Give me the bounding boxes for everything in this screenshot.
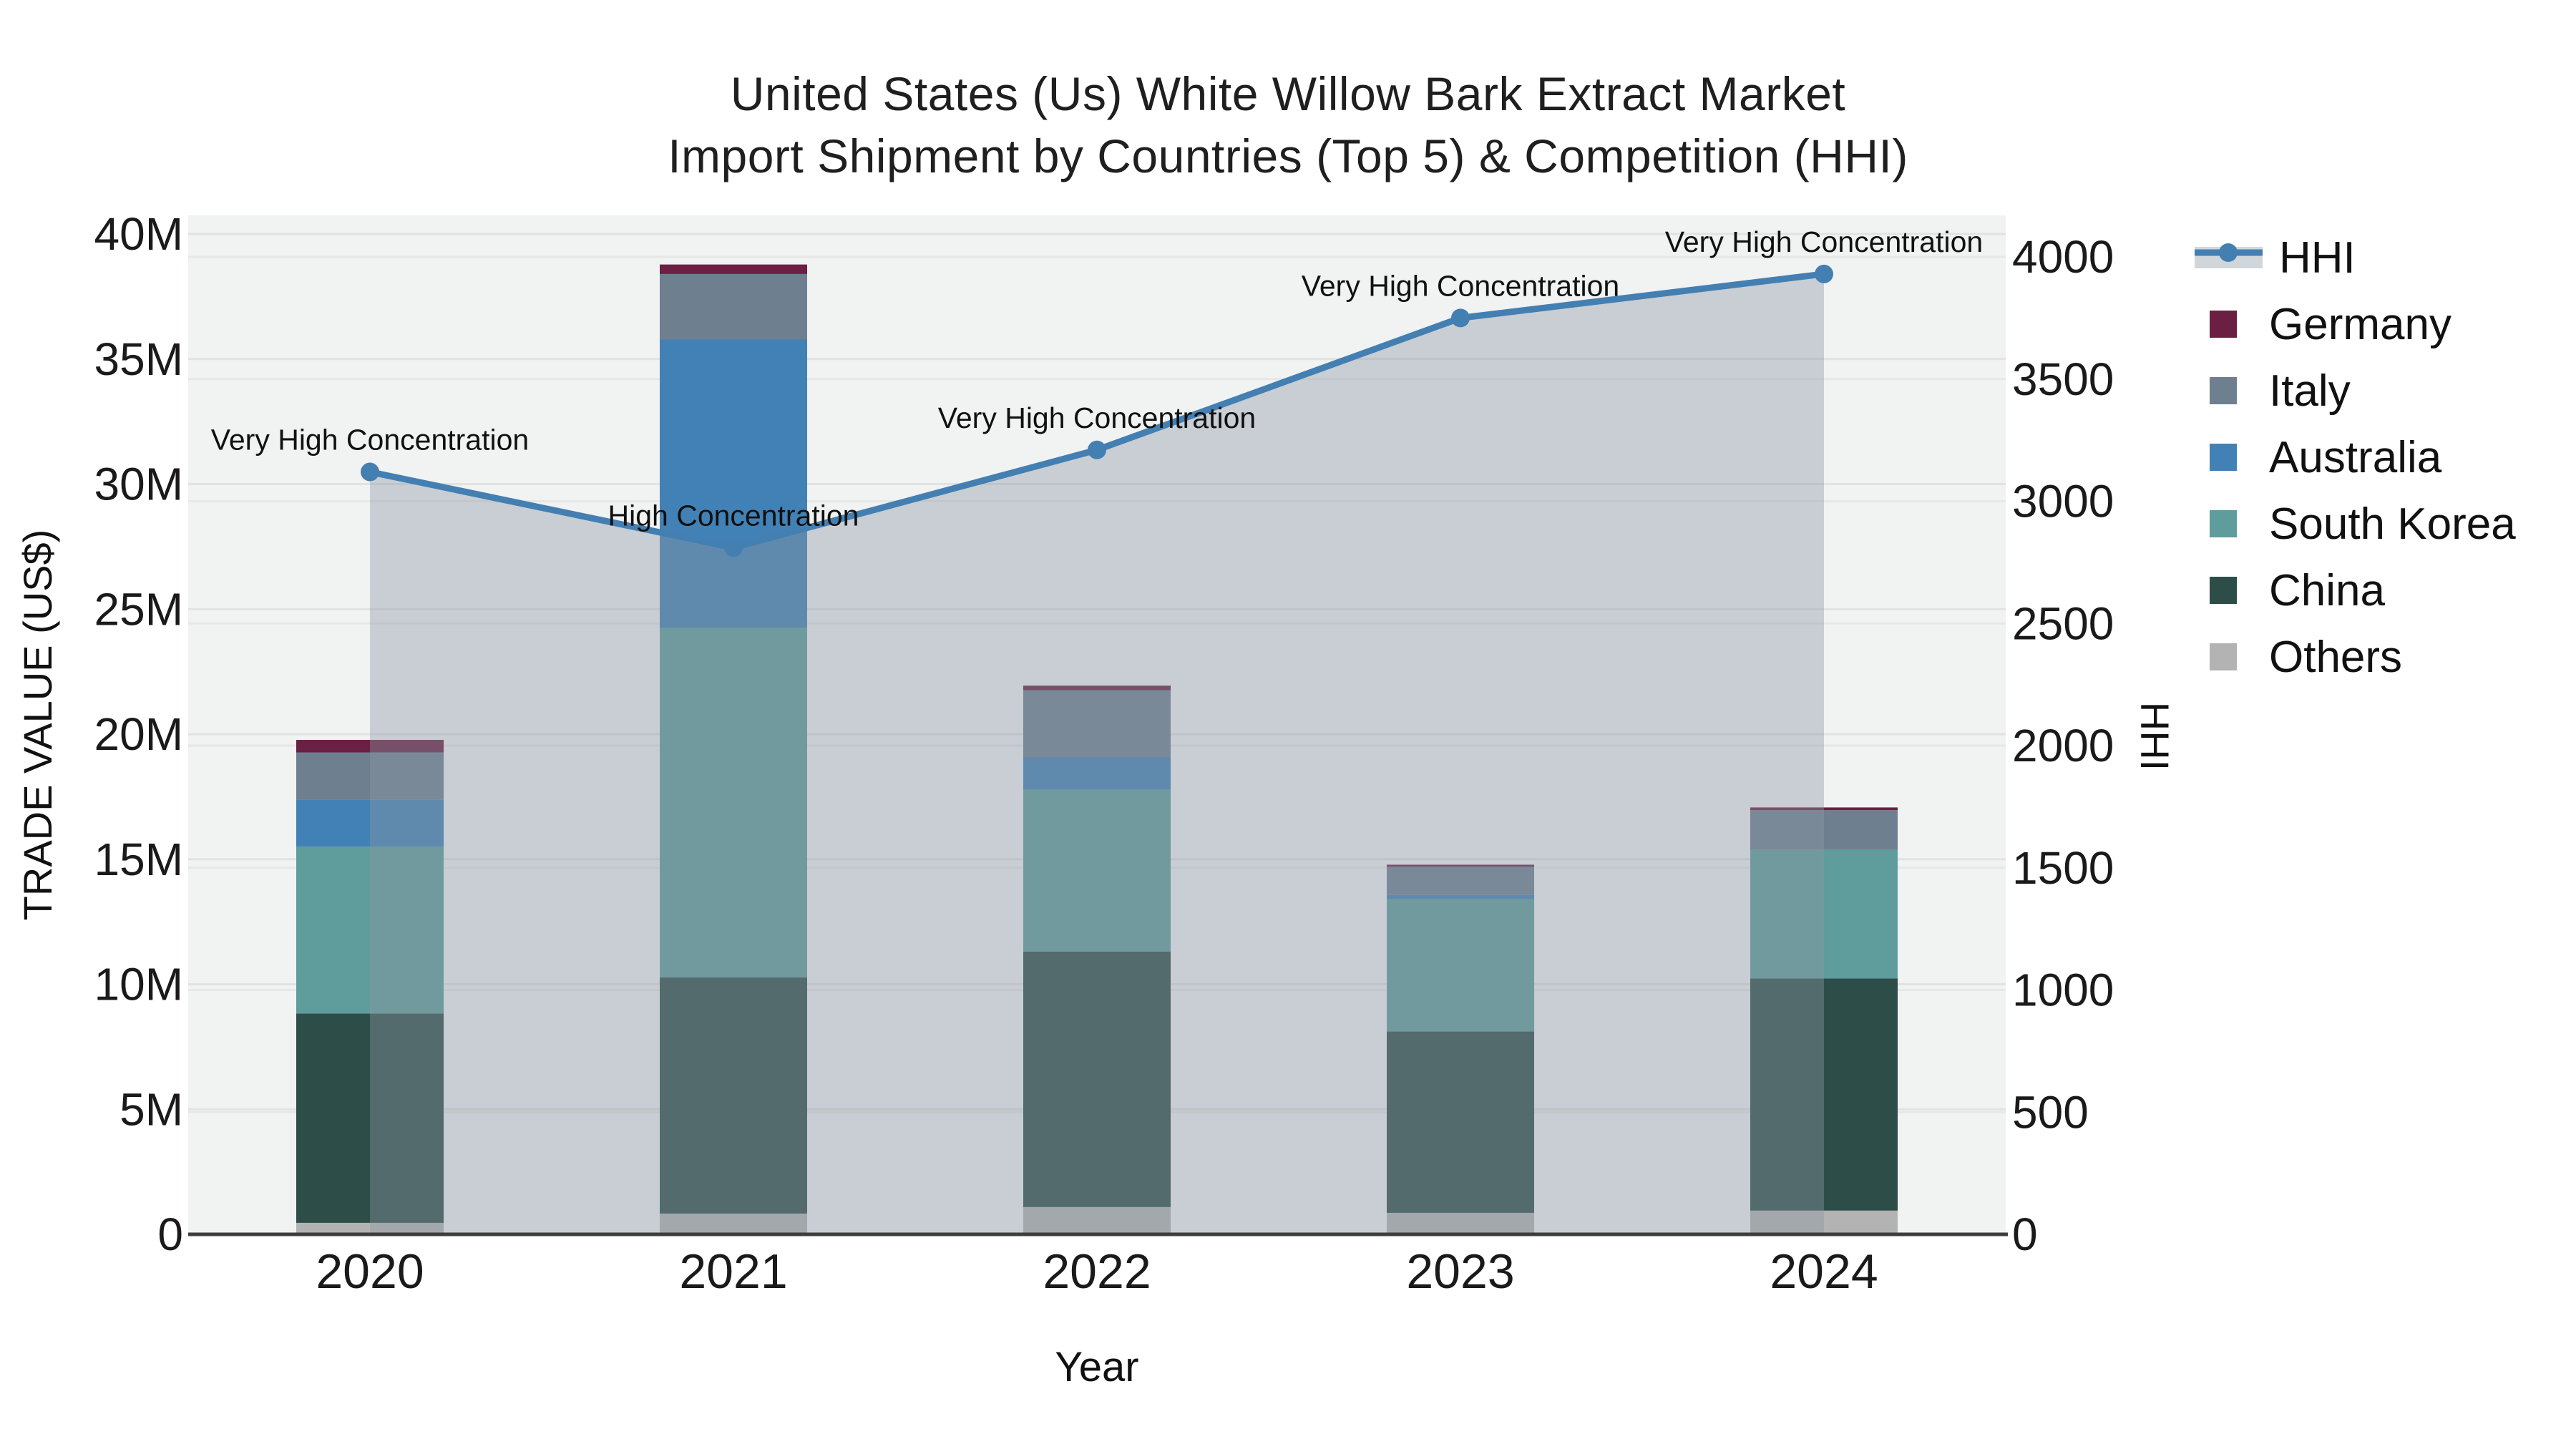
y-right-tick-label: 500 — [2012, 1086, 2089, 1138]
y-left-tick-label: 30M — [94, 459, 184, 510]
y-left-tick-label: 0 — [157, 1209, 183, 1260]
legend-label: Australia — [2269, 432, 2442, 482]
legend-label: South Korea — [2269, 499, 2516, 549]
bar-segment-south-korea-2024[interactable] — [1750, 849, 1898, 979]
legend-label: China — [2269, 565, 2385, 615]
x-axis-title: Year — [1055, 1344, 1138, 1390]
bar-segment-germany-2021[interactable] — [660, 264, 807, 274]
bar-segment-south-korea-2023[interactable] — [1387, 899, 1534, 1032]
legend-label: Others — [2269, 632, 2403, 682]
bar-segment-germany-2024[interactable] — [1750, 807, 1898, 811]
legend-label: HHI — [2279, 233, 2356, 283]
bar-segment-australia-2020[interactable] — [296, 799, 444, 847]
y-right-tick-label: 1500 — [2012, 842, 2114, 894]
x-tick-label-2024: 2024 — [1770, 1244, 1878, 1299]
hhi-marker-2022[interactable] — [1088, 440, 1106, 459]
y-left-axis-title: TRADE VALUE (US$) — [15, 530, 60, 921]
bar-segment-italy-2023[interactable] — [1387, 867, 1534, 895]
legend-item-australia[interactable]: Australia — [2191, 433, 2516, 482]
y-right-tick-label: 3500 — [2012, 353, 2114, 405]
bar-segment-others-2020[interactable] — [296, 1222, 444, 1234]
legend-swatch-germany — [2210, 311, 2237, 338]
annotation-2021: High Concentration — [608, 499, 859, 532]
y-right-tick-label: 0 — [2012, 1209, 2038, 1260]
legend: HHI Germany Italy Australia South Korea … — [2191, 233, 2516, 702]
hhi-line-icon — [2195, 243, 2263, 268]
bar-segment-south-korea-2021[interactable] — [660, 628, 807, 978]
legend-swatch-australia — [2210, 444, 2237, 471]
bar-segment-germany-2023[interactable] — [1387, 864, 1534, 867]
y-left-tick-label: 20M — [94, 708, 184, 760]
bar-segment-china-2023[interactable] — [1387, 1031, 1534, 1213]
annotation-2020: Very High Concentration — [211, 424, 529, 457]
title-block: United States (Us) White Willow Bark Ext… — [0, 63, 2576, 187]
y-left-tick-label: 40M — [94, 208, 184, 260]
bar-segment-south-korea-2022[interactable] — [1023, 789, 1171, 952]
bar-segment-china-2022[interactable] — [1023, 951, 1171, 1207]
y-left-tick-label: 25M — [94, 583, 184, 635]
bar-segment-australia-2021[interactable] — [660, 339, 807, 628]
legend-item-china[interactable]: China — [2191, 566, 2516, 615]
y-left-tick-label: 5M — [119, 1083, 183, 1135]
hhi-marker-2023[interactable] — [1451, 308, 1470, 328]
hhi-marker-2021[interactable] — [724, 538, 743, 557]
annotation-2024: Very High Concentration — [1665, 225, 1983, 258]
hhi-area-fill — [370, 273, 1824, 1234]
bar-segment-china-2020[interactable] — [296, 1013, 444, 1223]
chart-subtitle: Import Shipment by Countries (Top 5) & C… — [668, 130, 1908, 182]
bar-segment-germany-2020[interactable] — [296, 740, 444, 753]
legend-swatch-south-korea — [2210, 510, 2237, 537]
y-right-tick-label: 4000 — [2012, 231, 2114, 283]
y-left-tick-label: 35M — [94, 333, 184, 385]
bar-segment-others-2023[interactable] — [1387, 1212, 1534, 1234]
annotation-2022: Very High Concentration — [938, 401, 1256, 434]
bar-segment-italy-2021[interactable] — [660, 273, 807, 340]
x-tick-label-2022: 2022 — [1043, 1244, 1151, 1299]
bar-segment-germany-2022[interactable] — [1023, 686, 1171, 691]
bar-segment-china-2024[interactable] — [1750, 978, 1898, 1211]
legend-item-germany[interactable]: Germany — [2191, 300, 2516, 349]
annotation-2023: Very High Concentration — [1302, 269, 1619, 302]
legend-label: Germany — [2269, 299, 2451, 349]
y-right-tick-label: 3000 — [2012, 476, 2114, 527]
bar-segment-italy-2024[interactable] — [1750, 810, 1898, 850]
y-right-axis-title: HHI — [2132, 702, 2177, 771]
x-tick-label-2021: 2021 — [679, 1244, 787, 1299]
x-tick-label-2023: 2023 — [1406, 1244, 1514, 1299]
y-right-tick-label: 2500 — [2012, 597, 2114, 649]
bar-segment-italy-2020[interactable] — [296, 752, 444, 800]
legend-swatch-china — [2210, 577, 2237, 604]
y-left-tick-label: 10M — [94, 959, 184, 1010]
legend-item-hhi[interactable]: HHI — [2191, 233, 2516, 283]
bar-segment-others-2021[interactable] — [660, 1213, 807, 1234]
legend-item-south-korea[interactable]: South Korea — [2191, 499, 2516, 549]
legend-item-others[interactable]: Others — [2191, 633, 2516, 682]
bar-segment-china-2021[interactable] — [660, 977, 807, 1214]
bar-segment-others-2022[interactable] — [1023, 1206, 1171, 1234]
legend-item-italy[interactable]: Italy — [2191, 366, 2516, 416]
bar-segment-italy-2022[interactable] — [1023, 690, 1171, 758]
x-tick-label-2020: 2020 — [316, 1244, 424, 1299]
legend-swatch-others — [2210, 643, 2237, 670]
bar-segment-australia-2023[interactable] — [1387, 894, 1534, 899]
hhi-marker-2020[interactable] — [361, 462, 379, 482]
chart-title: United States (Us) White Willow Bark Ext… — [730, 67, 1846, 120]
y-left-tick-label: 15M — [94, 834, 184, 885]
hhi-marker-2024[interactable] — [1815, 264, 1833, 283]
legend-label: Italy — [2269, 366, 2351, 416]
y-right-tick-label: 2000 — [2012, 720, 2114, 771]
bar-segment-south-korea-2020[interactable] — [296, 847, 444, 1014]
legend-swatch-italy — [2210, 377, 2237, 404]
bar-segment-others-2024[interactable] — [1750, 1210, 1898, 1234]
y-right-tick-label: 1000 — [2012, 965, 2114, 1016]
bar-segment-australia-2022[interactable] — [1023, 757, 1171, 790]
